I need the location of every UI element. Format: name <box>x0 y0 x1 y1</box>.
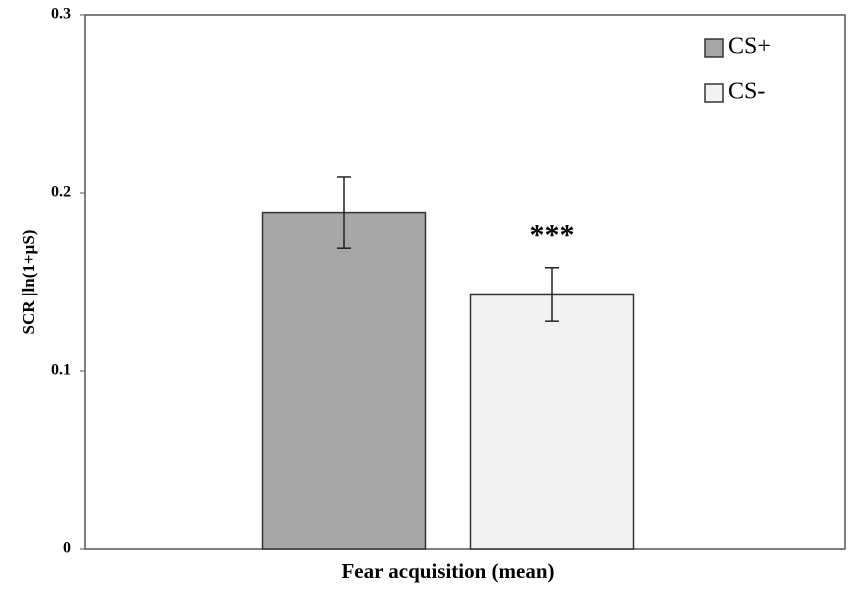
y-tick-label: 0 <box>63 540 71 557</box>
legend-swatch <box>704 38 724 58</box>
legend-swatch <box>704 83 724 103</box>
bar <box>469 293 635 550</box>
plot-frame <box>84 14 846 550</box>
y-tick-label: 0.1 <box>51 362 71 379</box>
legend-label: CS- <box>728 79 765 105</box>
bar <box>261 211 427 550</box>
annotation: *** <box>530 219 575 252</box>
error-bar <box>337 176 351 249</box>
error-bar <box>545 267 559 322</box>
x-axis-label: Fear acquisition (mean) <box>341 559 554 583</box>
y-tick-label: 0.2 <box>51 184 71 201</box>
y-tick-label: 0.3 <box>51 6 71 23</box>
y-axis-label: SCR |ln(1+µS) <box>19 230 38 335</box>
legend-label: CS+ <box>728 34 771 60</box>
